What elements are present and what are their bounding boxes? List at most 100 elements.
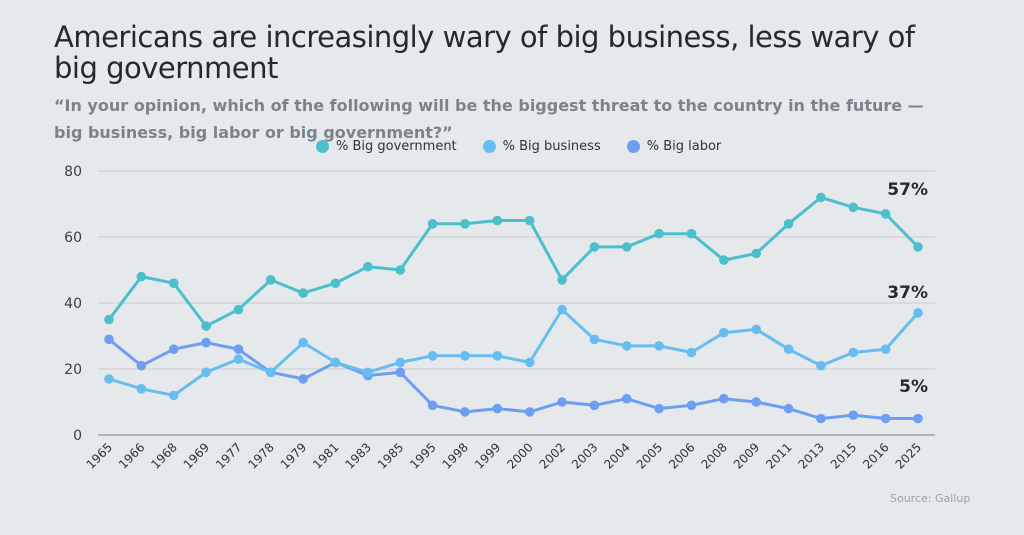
data-point [589, 334, 600, 345]
data-point [621, 393, 632, 404]
data-point [880, 344, 891, 355]
data-point [524, 407, 535, 417]
x-tick-label: 1966 [116, 440, 147, 471]
x-tick-label: 2002 [537, 440, 568, 471]
data-point [298, 374, 308, 384]
data-point [136, 360, 147, 371]
y-tick-label: 60 [64, 230, 82, 246]
chart-subtitle: “In your opinion, which of the following… [54, 96, 924, 142]
x-tick-label: 1978 [245, 440, 276, 471]
data-point [880, 413, 891, 424]
legend-item-big-business[interactable]: % Big business [482, 139, 601, 154]
end-label: 5% [899, 377, 928, 397]
x-tick-label: 2013 [796, 440, 827, 471]
x-tick-label: 1968 [148, 440, 179, 471]
data-point [395, 357, 406, 368]
legend-label: % Big business [502, 139, 601, 154]
data-point [751, 324, 761, 335]
x-tick-label: 2009 [731, 440, 762, 471]
data-point [686, 228, 697, 239]
y-tick-label: 0 [73, 428, 82, 444]
data-point [363, 261, 373, 272]
x-tick-label: 2011 [763, 440, 794, 471]
x-tick-label: 1977 [213, 440, 244, 471]
legend: % Big government % Big business % Big la… [316, 139, 721, 154]
data-point [233, 354, 244, 364]
data-point [913, 413, 923, 424]
data-point [168, 390, 179, 401]
data-point [751, 397, 761, 407]
data-point [136, 271, 147, 282]
data-point [298, 288, 308, 298]
data-point [654, 403, 664, 414]
end-label: 57% [887, 180, 928, 200]
data-point [913, 308, 923, 318]
data-point [201, 321, 211, 331]
x-tick-label: 1983 [343, 440, 374, 471]
legend-swatch-big-labor [626, 140, 640, 153]
y-tick-label: 80 [64, 164, 82, 180]
data-point [654, 341, 664, 351]
data-point [816, 413, 826, 424]
x-tick-label: 1969 [181, 440, 212, 471]
data-point [816, 192, 826, 203]
series-line [108, 308, 920, 397]
x-tick-label: 1979 [278, 440, 309, 471]
data-point [557, 275, 567, 285]
data-point [460, 351, 470, 361]
gridlines [98, 170, 935, 436]
data-point [719, 327, 729, 338]
data-point [233, 344, 244, 355]
series-line [108, 338, 918, 420]
data-point [589, 242, 600, 252]
x-tick-label: 2025 [893, 440, 924, 471]
data-point [816, 360, 826, 371]
data-point [686, 400, 697, 411]
legend-swatch-big-business [482, 140, 496, 153]
chart-title: Americans are increasingly wary of big b… [54, 20, 915, 85]
data-point [621, 341, 632, 351]
end-labels: 5% 37% 57% [887, 180, 928, 397]
data-point [783, 219, 794, 229]
legend-swatch-big-government [316, 140, 329, 153]
data-point [460, 407, 470, 417]
x-tick-label: 2008 [698, 440, 729, 471]
data-point [719, 255, 729, 265]
data-point [654, 228, 664, 239]
data-point [104, 314, 114, 325]
data-point [848, 347, 859, 358]
data-point [363, 367, 373, 378]
data-point [492, 403, 503, 414]
source-note: Source: Gallup [890, 492, 971, 505]
data-point [427, 400, 438, 411]
data-point [168, 278, 179, 289]
data-point [848, 202, 859, 213]
y-tick-label: 40 [64, 296, 82, 312]
x-tick-label: 2006 [666, 440, 697, 471]
data-point [136, 384, 147, 394]
x-tick-label: 1981 [310, 440, 341, 471]
data-point [201, 367, 211, 378]
x-tick-label: 1998 [440, 440, 471, 471]
y-tick-label: 20 [64, 362, 82, 378]
legend-item-big-government[interactable]: % Big government [316, 139, 457, 154]
data-point [266, 275, 276, 285]
data-point [492, 351, 503, 361]
data-point [589, 400, 600, 411]
data-point [621, 242, 632, 252]
series-lines [107, 195, 920, 420]
data-point [395, 265, 406, 275]
legend-item-big-labor[interactable]: % Big labor [626, 139, 721, 154]
data-point [233, 304, 244, 315]
y-axis-ticks: 0 20 40 60 80 [64, 164, 82, 444]
data-point [880, 209, 891, 219]
series-points [104, 192, 923, 424]
x-tick-label: 2005 [634, 440, 665, 471]
x-tick-label: 2016 [860, 440, 891, 471]
data-point [427, 351, 438, 361]
data-point [686, 347, 697, 358]
data-point [298, 337, 308, 348]
data-point [395, 367, 406, 378]
data-point [104, 374, 114, 384]
